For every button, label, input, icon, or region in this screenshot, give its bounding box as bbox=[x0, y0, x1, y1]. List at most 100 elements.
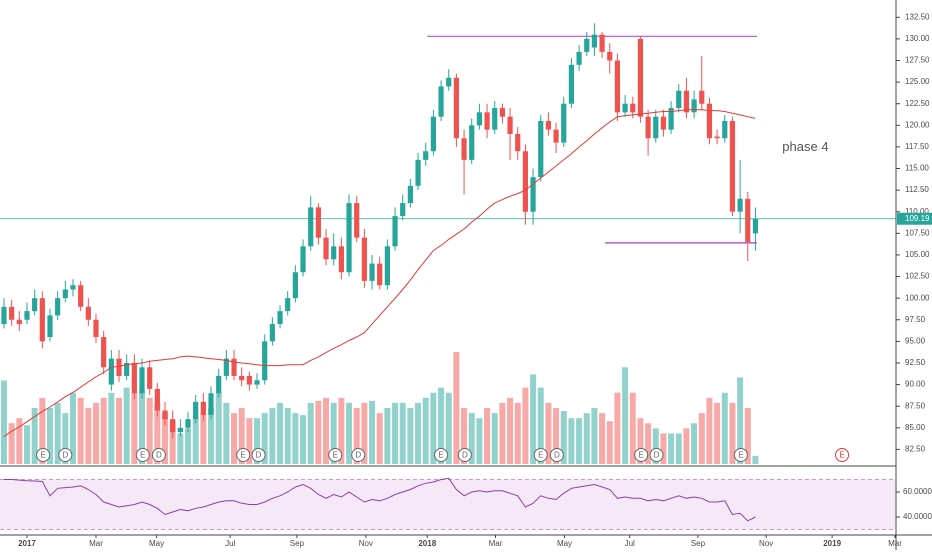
candle-body bbox=[706, 103, 713, 139]
annotation: phase 4 bbox=[782, 139, 828, 154]
event-label: D bbox=[355, 451, 361, 460]
candle-body bbox=[660, 116, 667, 130]
candle-body bbox=[254, 380, 260, 385]
volume-bar bbox=[691, 423, 698, 464]
event-marker bbox=[135, 448, 150, 462]
volume-bar bbox=[445, 392, 452, 464]
volume-bar bbox=[376, 413, 383, 464]
candle-body bbox=[131, 362, 137, 394]
volume-bar bbox=[714, 402, 721, 464]
candle-body bbox=[461, 138, 467, 160]
volume-bar bbox=[660, 433, 667, 464]
volume-bar bbox=[476, 418, 483, 464]
candle-body bbox=[538, 120, 544, 178]
candle-body bbox=[200, 401, 206, 415]
y-tick-label: 85.00 bbox=[905, 423, 926, 432]
volume-bar bbox=[560, 411, 567, 464]
volume-bar bbox=[629, 392, 636, 464]
candle-body bbox=[645, 116, 651, 139]
event-label: E bbox=[438, 451, 443, 460]
y-tick-label: 117.50 bbox=[905, 142, 929, 151]
x-tick-label: 2017 bbox=[18, 539, 36, 548]
volume-bar bbox=[93, 402, 100, 464]
last-price-box bbox=[897, 212, 932, 225]
volume-bar bbox=[292, 413, 299, 464]
event-marker bbox=[251, 448, 266, 462]
volume-bar bbox=[146, 397, 153, 464]
event-marker bbox=[236, 448, 251, 462]
event-marker bbox=[351, 448, 366, 462]
candle-body bbox=[78, 285, 84, 307]
event-label: E bbox=[241, 451, 246, 460]
volume-bar bbox=[461, 408, 468, 464]
event-label: E bbox=[333, 451, 338, 460]
volume-bar bbox=[100, 397, 107, 464]
event-label: D bbox=[462, 451, 468, 460]
volume-bar bbox=[652, 428, 659, 464]
y-tick-label: 125.00 bbox=[905, 77, 930, 86]
candle-body bbox=[170, 419, 176, 433]
volume-bar bbox=[269, 408, 276, 464]
x-tick-label: Sep bbox=[691, 539, 706, 548]
y-tick-label: 92.50 bbox=[905, 358, 926, 367]
volume-bar bbox=[491, 413, 498, 464]
volume-bar bbox=[499, 402, 506, 464]
candle-body bbox=[407, 185, 413, 204]
volume-bar bbox=[637, 418, 644, 464]
y-tick-label: 112.50 bbox=[905, 185, 929, 194]
candle-body bbox=[1, 306, 7, 325]
volume-bar bbox=[254, 418, 261, 464]
volume-bar bbox=[530, 374, 537, 464]
x-tick-label: Sep bbox=[290, 539, 305, 548]
event-marker bbox=[835, 448, 850, 462]
candle-body bbox=[722, 120, 728, 139]
candle-body bbox=[39, 298, 45, 342]
event-label: E bbox=[639, 451, 644, 460]
event-marker bbox=[434, 448, 449, 462]
candle-body bbox=[737, 198, 743, 212]
x-tick-label: 2019 bbox=[823, 539, 841, 548]
candle-body bbox=[277, 311, 283, 325]
candle-body bbox=[676, 90, 682, 109]
volume-bar bbox=[246, 418, 253, 464]
candle-body bbox=[101, 337, 107, 368]
volume-bar bbox=[683, 428, 690, 464]
volume-bar bbox=[323, 397, 330, 464]
moving-average bbox=[3, 109, 756, 437]
volume-bar bbox=[599, 413, 606, 464]
volume-bar bbox=[31, 408, 38, 464]
event-label: E bbox=[738, 451, 743, 460]
y-tick-label: 100.00 bbox=[905, 293, 930, 302]
volume-bar bbox=[361, 402, 368, 464]
volume-bar bbox=[737, 377, 744, 464]
candle-body bbox=[530, 177, 536, 212]
volume-bar bbox=[553, 408, 560, 464]
x-tick-label: Mar bbox=[888, 539, 902, 548]
x-tick-label: May bbox=[149, 539, 164, 548]
event-label: D bbox=[554, 451, 560, 460]
volume-bar bbox=[591, 408, 598, 464]
volume-bar bbox=[568, 418, 575, 464]
volume-bar bbox=[576, 418, 583, 464]
volume-bar bbox=[277, 402, 284, 464]
candle-body bbox=[193, 401, 199, 420]
y-tick-label: 127.50 bbox=[905, 56, 930, 65]
candle-body bbox=[561, 103, 567, 143]
candle-body bbox=[691, 99, 697, 113]
y-tick-label: 105.00 bbox=[905, 250, 930, 259]
y-tick-label: 87.50 bbox=[905, 401, 926, 410]
candle-body bbox=[346, 203, 352, 273]
volume-bar bbox=[23, 425, 30, 464]
candle-body bbox=[315, 207, 321, 238]
candle-body bbox=[476, 112, 482, 126]
event-label: D bbox=[256, 451, 262, 460]
candle-body bbox=[9, 306, 15, 320]
y-tick-label: 102.50 bbox=[905, 272, 930, 281]
event-marker bbox=[549, 448, 564, 462]
volume-bar bbox=[223, 402, 230, 464]
x-tick-label: May bbox=[557, 539, 572, 548]
candle-body bbox=[714, 136, 720, 139]
x-tick-label: Mar bbox=[89, 539, 103, 548]
volume-bar bbox=[514, 402, 521, 464]
